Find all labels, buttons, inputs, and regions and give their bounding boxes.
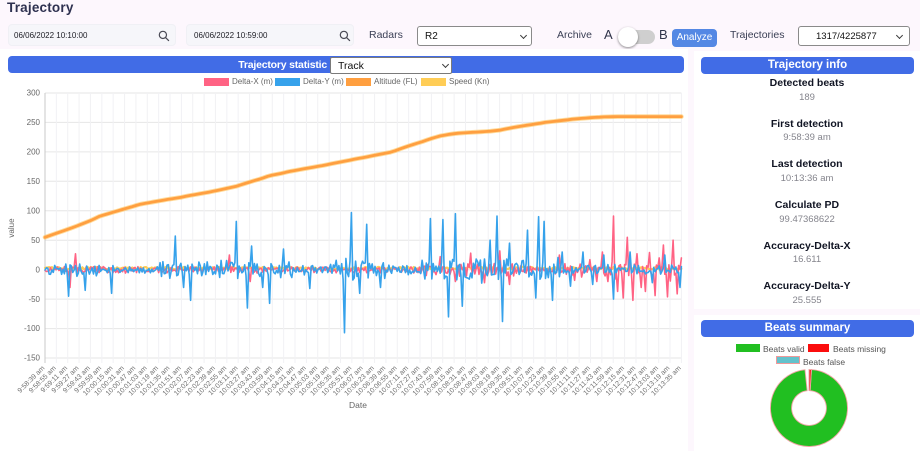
svg-text:-150: -150 (24, 354, 41, 363)
svg-text:0: 0 (36, 265, 41, 274)
svg-text:value: value (7, 218, 16, 238)
svg-text:300: 300 (27, 89, 41, 98)
svg-text:-100: -100 (24, 324, 41, 333)
svg-text:250: 250 (27, 118, 41, 127)
svg-text:Date: Date (349, 400, 367, 410)
svg-text:-50: -50 (28, 295, 40, 304)
svg-text:50: 50 (31, 236, 40, 245)
svg-text:200: 200 (27, 148, 41, 157)
svg-text:100: 100 (27, 206, 41, 215)
svg-text:150: 150 (27, 177, 41, 186)
